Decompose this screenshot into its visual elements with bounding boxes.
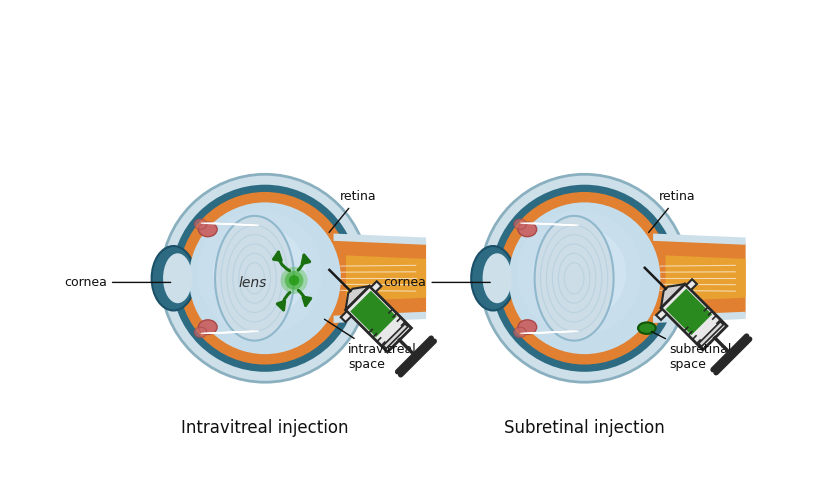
Text: cornea: cornea: [384, 276, 491, 289]
Circle shape: [171, 185, 359, 372]
Ellipse shape: [215, 216, 294, 341]
Polygon shape: [665, 289, 712, 335]
Text: Intravitreal injection: Intravitreal injection: [181, 419, 349, 437]
Circle shape: [549, 242, 611, 304]
Circle shape: [517, 211, 642, 336]
Ellipse shape: [198, 222, 217, 237]
Polygon shape: [686, 279, 697, 290]
Polygon shape: [699, 321, 723, 346]
Circle shape: [281, 267, 307, 294]
Ellipse shape: [514, 219, 527, 229]
Circle shape: [498, 192, 671, 365]
Ellipse shape: [194, 327, 207, 338]
Circle shape: [533, 226, 626, 320]
Polygon shape: [370, 281, 381, 292]
Circle shape: [289, 275, 299, 286]
Polygon shape: [341, 239, 426, 318]
Polygon shape: [656, 309, 667, 320]
Ellipse shape: [198, 320, 217, 334]
Polygon shape: [654, 234, 746, 245]
Circle shape: [480, 174, 689, 382]
Circle shape: [508, 202, 660, 354]
Circle shape: [228, 242, 291, 304]
Polygon shape: [660, 239, 746, 318]
Text: retina: retina: [329, 191, 376, 232]
Text: intravitreal
space: intravitreal space: [324, 319, 417, 371]
Polygon shape: [345, 286, 412, 352]
Polygon shape: [341, 311, 352, 322]
Polygon shape: [333, 234, 426, 245]
Ellipse shape: [638, 322, 656, 334]
Ellipse shape: [534, 216, 613, 341]
Circle shape: [197, 211, 322, 336]
Ellipse shape: [514, 327, 527, 338]
Ellipse shape: [471, 246, 515, 311]
Text: subretinal
space: subretinal space: [652, 332, 732, 371]
Circle shape: [189, 202, 341, 354]
Ellipse shape: [194, 219, 207, 229]
Ellipse shape: [518, 222, 537, 237]
Ellipse shape: [483, 253, 512, 303]
Polygon shape: [346, 255, 426, 301]
Polygon shape: [345, 286, 370, 310]
Ellipse shape: [518, 320, 537, 334]
Polygon shape: [383, 324, 408, 348]
Circle shape: [179, 192, 351, 365]
Text: lens: lens: [239, 276, 266, 291]
Circle shape: [285, 271, 303, 290]
Text: retina: retina: [648, 191, 696, 232]
Circle shape: [161, 174, 369, 382]
Ellipse shape: [163, 253, 192, 303]
Polygon shape: [661, 284, 727, 350]
Polygon shape: [665, 255, 746, 301]
Text: cornea: cornea: [64, 276, 171, 289]
Polygon shape: [350, 291, 396, 337]
Polygon shape: [654, 312, 746, 323]
Circle shape: [213, 226, 307, 320]
Ellipse shape: [152, 246, 196, 311]
Circle shape: [491, 185, 678, 372]
Polygon shape: [333, 312, 426, 323]
Polygon shape: [661, 284, 685, 308]
Text: Subretinal injection: Subretinal injection: [504, 419, 665, 437]
